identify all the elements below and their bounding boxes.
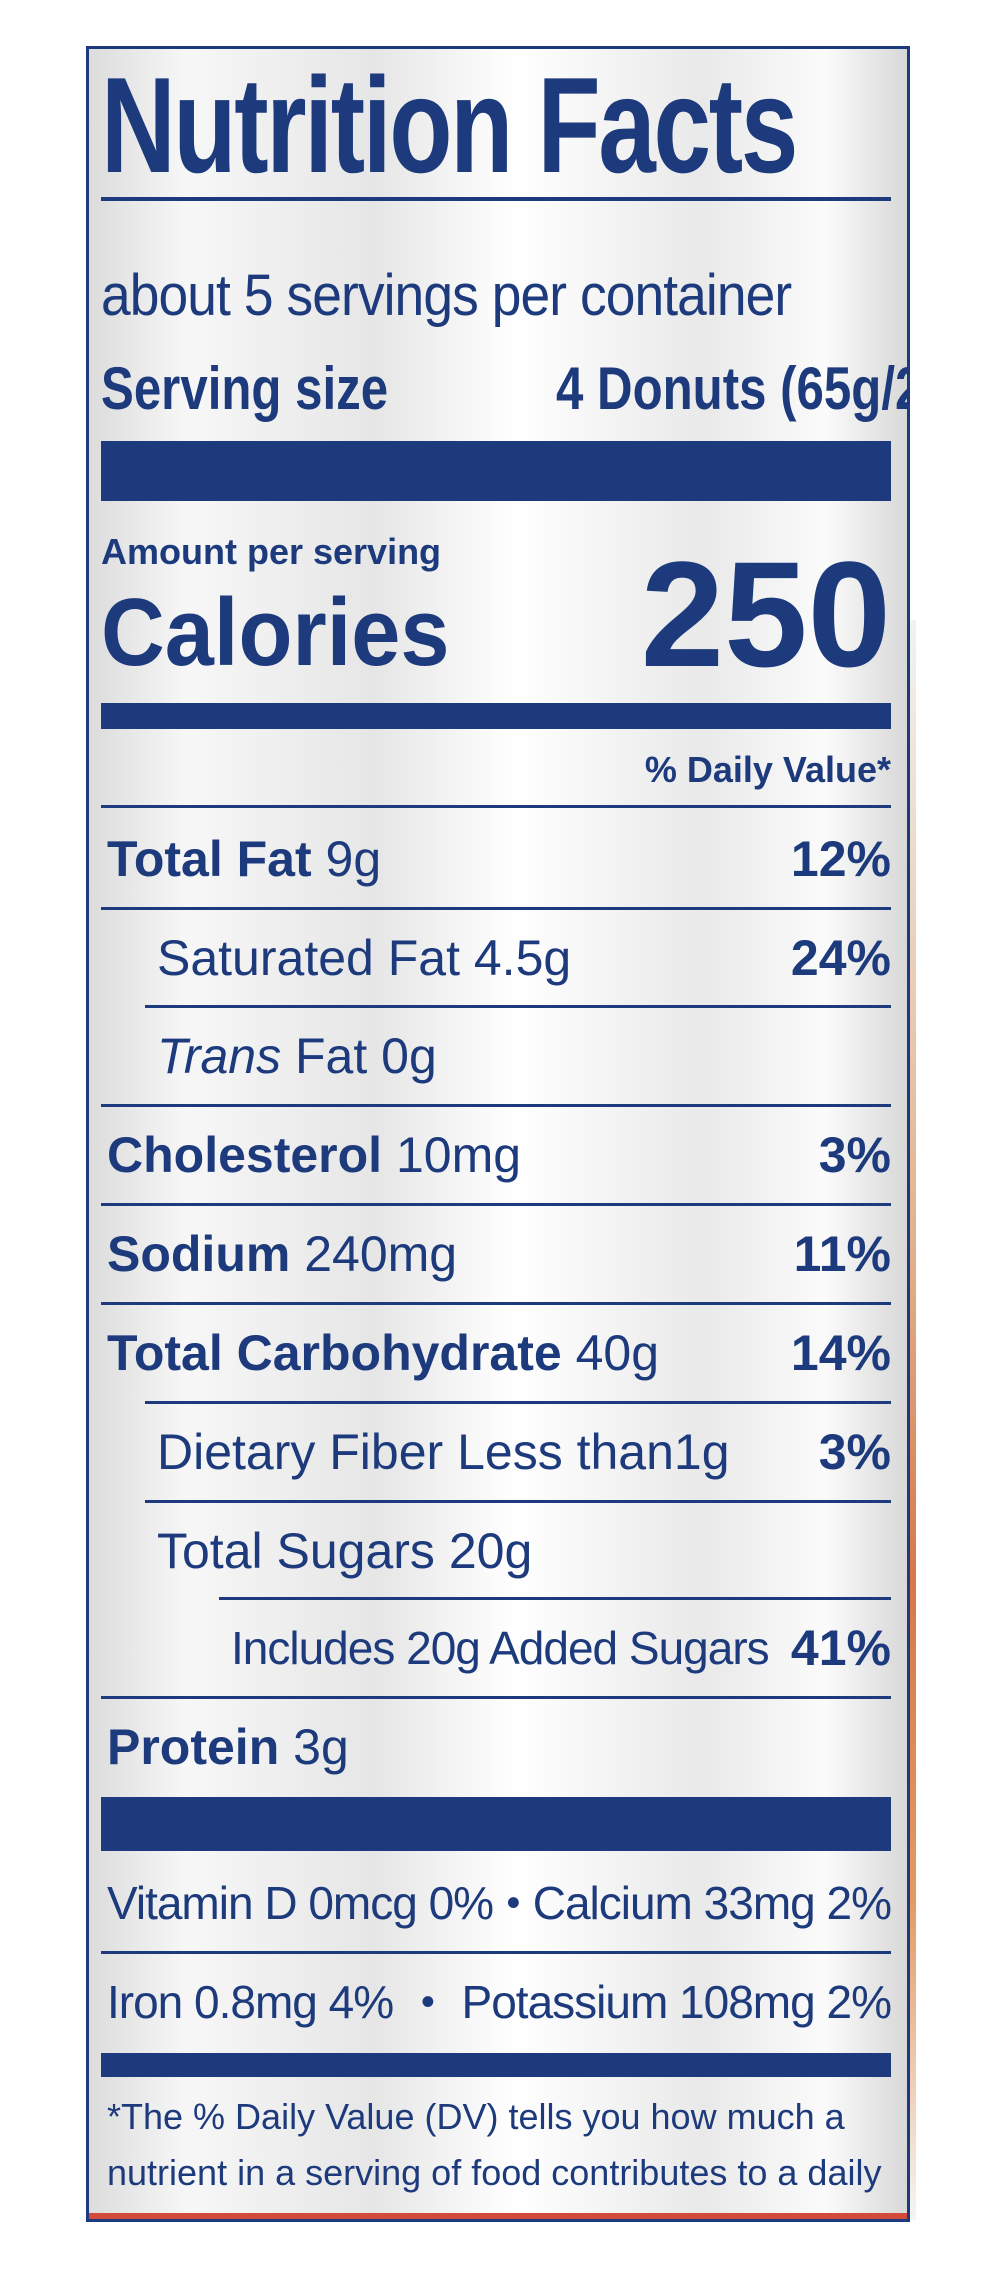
- bullet-icon: •: [420, 1979, 435, 2024]
- footnote: *The % Daily Value (DV) tells you how mu…: [107, 2096, 882, 2219]
- vitamin-d: Vitamin D 0mcg 0%: [107, 1877, 494, 1929]
- nutrient-row-saturated-fat: Saturated Fat 4.5g 24%: [101, 910, 891, 1006]
- nutrient-amount: 0g: [381, 1028, 437, 1084]
- nutrient-row-total-sugars: Total Sugars 20g: [101, 1503, 891, 1599]
- divider: [101, 907, 891, 910]
- nutrient-name-italic: Trans: [157, 1028, 282, 1084]
- calories-value: 250: [640, 530, 891, 698]
- divider: [145, 1005, 891, 1008]
- serving-size-row: Serving size 4 Donuts (65g/2.3oz): [101, 355, 907, 422]
- divider: [145, 1500, 891, 1503]
- divider: [101, 197, 891, 201]
- divider: [219, 1597, 891, 1600]
- nutrient-amount: 3g: [293, 1719, 349, 1775]
- serving-size-label: Serving size: [101, 355, 389, 422]
- nutrient-name: Total Sugars: [157, 1523, 435, 1579]
- nutrient-daily-value: 3%: [818, 1127, 891, 1183]
- nutrient-row-protein: Protein 3g: [101, 1699, 891, 1795]
- vitamin-row: Iron 0.8mg 4% • Potassium 108mg 2%: [101, 1954, 892, 2050]
- nutrient-amount: 4.5g: [473, 930, 572, 986]
- nutrient-row-sodium: Sodium 240mg 11%: [101, 1206, 891, 1302]
- nutrient-amount: 20g: [448, 1523, 533, 1579]
- nutrient-name: Cholesterol: [107, 1127, 383, 1183]
- nutrient-daily-value: 12%: [790, 831, 891, 887]
- divider: [101, 1696, 891, 1699]
- iron: Iron 0.8mg 4%: [107, 1976, 394, 2028]
- nutrient-name: Includes 20g Added Sugars: [231, 1622, 770, 1674]
- nutrient-amount: 10mg: [395, 1127, 522, 1183]
- daily-value-header: % Daily Value*: [644, 749, 891, 790]
- medium-divider: [101, 703, 891, 729]
- thick-divider: [101, 441, 891, 501]
- amount-per-serving: Amount per serving: [101, 531, 442, 572]
- nutrient-row-cholesterol: Cholesterol 10mg 3%: [101, 1107, 891, 1203]
- nutrient-name: Saturated Fat: [157, 930, 460, 986]
- calories-label: Calories: [101, 579, 450, 686]
- servings-per-container: about 5 servings per container: [101, 263, 792, 328]
- nutrient-name: Total Fat: [107, 831, 312, 887]
- nutrient-daily-value: 14%: [790, 1325, 891, 1381]
- bullet-icon: •: [506, 1880, 520, 1925]
- nutrient-name: Dietary Fiber Less than: [157, 1424, 674, 1480]
- nutrient-daily-value: 41%: [790, 1620, 891, 1676]
- serving-size-value: 4 Donuts (65g/2.3oz): [556, 355, 907, 422]
- package-edge: [906, 620, 916, 2220]
- nutrient-row-trans-fat: Trans Fat 0g: [101, 1008, 891, 1104]
- nutrient-daily-value: 24%: [790, 930, 891, 986]
- nutrient-row-total-fat: Total Fat 9g 12%: [101, 811, 891, 907]
- nutrient-row-dietary-fiber: Dietary Fiber Less than1g 3%: [101, 1404, 891, 1500]
- nutrient-name: Protein: [107, 1719, 280, 1775]
- nutrient-name: Sodium: [107, 1226, 291, 1282]
- label-title: Nutrition Facts: [101, 49, 798, 201]
- nutrient-row-added-sugars: Includes 20g Added Sugars 41%: [101, 1600, 891, 1696]
- nutrient-row-total-carbohydrate: Total Carbohydrate 40g 14%: [101, 1305, 891, 1401]
- nutrient-amount: 240mg: [304, 1226, 458, 1282]
- divider: [101, 1203, 891, 1206]
- nutrient-amount: 40g: [575, 1325, 660, 1381]
- nutrient-name: Total Carbohydrate: [107, 1325, 562, 1381]
- nutrient-daily-value: 3%: [818, 1424, 891, 1480]
- potassium: Potassium 108mg 2%: [461, 1976, 892, 2028]
- nutrition-facts-label: Nutrition Facts about 5 servings per con…: [86, 46, 910, 2222]
- vitamin-row: Vitamin D 0mcg 0% • Calcium 33mg 2%: [101, 1855, 892, 1951]
- thick-divider: [101, 1797, 891, 1851]
- divider: [101, 1302, 891, 1305]
- divider: [101, 1951, 891, 1954]
- medium-divider: [101, 2053, 891, 2077]
- divider: [145, 1401, 891, 1404]
- nutrient-amount: 1g: [673, 1424, 730, 1480]
- divider: [101, 1104, 891, 1107]
- divider: [101, 805, 891, 808]
- nutrient-daily-value: 11%: [793, 1226, 891, 1282]
- nutrient-name: Fat: [295, 1028, 368, 1084]
- nutrient-amount: 9g: [325, 831, 382, 887]
- calcium: Calcium 33mg 2%: [532, 1877, 892, 1929]
